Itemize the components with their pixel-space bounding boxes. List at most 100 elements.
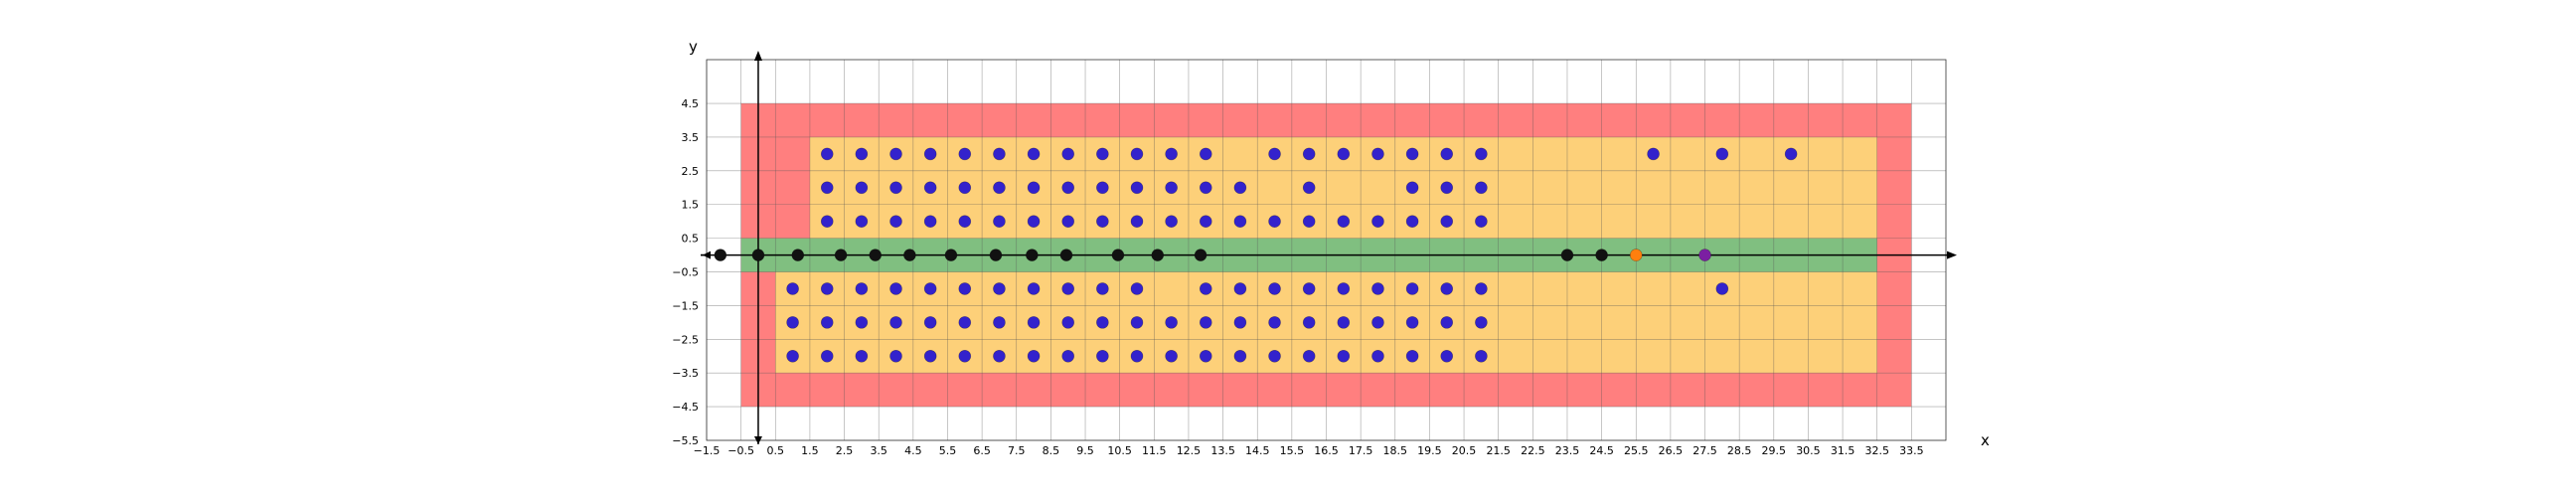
data-point-s0 [1302, 181, 1316, 195]
data-point-s0 [820, 282, 834, 295]
data-point-s0 [1337, 349, 1351, 363]
x-tick-label: 20.5 [1452, 444, 1477, 457]
data-point-s0 [1165, 181, 1178, 195]
x-tick-label: 13.5 [1210, 444, 1235, 457]
data-point-s0 [1440, 215, 1454, 228]
data-point-s0 [1096, 316, 1109, 329]
x-tick-label: 27.5 [1692, 444, 1717, 457]
tick-labels: −1.5 −0.5 0.5 1.5 2.5 3.5 4.5 5.5 6.5 7.5 8.5 9.5 10… [672, 97, 1923, 457]
data-point-s0 [958, 181, 972, 195]
x-tick-label: 11.5 [1142, 444, 1167, 457]
data-point-s1 [1059, 249, 1073, 261]
data-point-s0 [855, 282, 869, 295]
data-point-s0 [1165, 215, 1178, 228]
x-tick-label: 4.5 [904, 444, 922, 457]
data-point-s0 [1268, 282, 1281, 295]
data-point-s0 [889, 282, 902, 295]
data-point-s0 [1371, 215, 1384, 228]
data-point-s0 [820, 349, 834, 363]
data-point-s0 [923, 215, 937, 228]
x-tick-label: 33.5 [1899, 444, 1924, 457]
data-point-s0 [1199, 147, 1212, 161]
data-point-s0 [1130, 147, 1144, 161]
data-point-s0 [855, 316, 869, 329]
data-point-s0 [1233, 215, 1247, 228]
data-point-s0 [1715, 282, 1729, 295]
data-point-s0 [993, 147, 1006, 161]
data-point-s2 [1629, 249, 1643, 261]
data-point-s0 [1405, 282, 1419, 295]
data-point-s0 [993, 316, 1006, 329]
data-point-s0 [1061, 147, 1075, 161]
data-point-s0 [1130, 349, 1144, 363]
data-point-s0 [889, 349, 902, 363]
y-tick-label: 3.5 [682, 131, 700, 144]
x-tick-label: 21.5 [1486, 444, 1511, 457]
x-tick-label: 23.5 [1555, 444, 1580, 457]
data-point-s1 [869, 249, 883, 261]
data-point-s1 [1026, 249, 1039, 261]
data-point-s0 [1130, 316, 1144, 329]
x-tick-label: 9.5 [1076, 444, 1094, 457]
y-tick-label: 4.5 [682, 97, 700, 110]
data-point-s0 [1475, 181, 1488, 195]
data-point-s0 [1096, 349, 1109, 363]
x-tick-label: 15.5 [1280, 444, 1305, 457]
data-point-s0 [1199, 181, 1212, 195]
data-point-s0 [1233, 316, 1247, 329]
data-point-s0 [1440, 282, 1454, 295]
data-point-s0 [1371, 282, 1384, 295]
data-point-s1 [944, 249, 958, 261]
data-point-s0 [889, 316, 902, 329]
x-tick-label: 25.5 [1624, 444, 1649, 457]
data-point-s0 [923, 147, 937, 161]
x-tick-label: 12.5 [1177, 444, 1202, 457]
x-tick-label: −0.5 [727, 444, 754, 457]
data-point-s0 [1130, 282, 1144, 295]
x-tick-label: 32.5 [1864, 444, 1889, 457]
data-point-s0 [1027, 316, 1041, 329]
y-tick-label: −3.5 [672, 367, 699, 380]
data-point-s0 [820, 316, 834, 329]
x-tick-label: 17.5 [1349, 444, 1373, 457]
data-point-s1 [989, 249, 1003, 261]
x-tick-label: 24.5 [1589, 444, 1614, 457]
data-point-s0 [1337, 282, 1351, 295]
x-tick-label: 28.5 [1727, 444, 1752, 457]
data-point-s0 [1371, 349, 1384, 363]
data-point-s0 [1302, 147, 1316, 161]
grid-lines [706, 59, 1947, 441]
data-point-s0 [1027, 215, 1041, 228]
data-point-s0 [1302, 215, 1316, 228]
y-tick-label: −1.5 [672, 299, 699, 312]
data-point-s0 [1268, 215, 1281, 228]
data-point-s0 [1475, 282, 1488, 295]
y-tick-label: 2.5 [682, 165, 700, 178]
data-point-s1 [1560, 249, 1574, 261]
data-point-s0 [1061, 349, 1075, 363]
data-point-s0 [1061, 316, 1075, 329]
data-point-s0 [855, 181, 869, 195]
data-points [714, 147, 1798, 363]
data-point-s0 [1337, 215, 1351, 228]
data-point-s1 [714, 249, 727, 261]
data-point-s0 [1130, 215, 1144, 228]
data-point-s0 [993, 282, 1006, 295]
data-point-s0 [1302, 282, 1316, 295]
data-point-s0 [1061, 215, 1075, 228]
data-point-s0 [958, 147, 972, 161]
data-point-s0 [1165, 147, 1178, 161]
data-point-s0 [1165, 316, 1178, 329]
x-tick-label: 31.5 [1831, 444, 1855, 457]
y-axis-down-arrow [753, 436, 762, 444]
data-point-s1 [1111, 249, 1125, 261]
data-point-s0 [1027, 181, 1041, 195]
x-tick-label: 26.5 [1659, 444, 1684, 457]
x-tick-label: 8.5 [1043, 444, 1060, 457]
data-point-s0 [1268, 316, 1281, 329]
y-axis-label: y [689, 38, 698, 56]
data-point-s0 [1199, 316, 1212, 329]
data-point-s0 [1027, 147, 1041, 161]
x-tick-label: 6.5 [973, 444, 991, 457]
